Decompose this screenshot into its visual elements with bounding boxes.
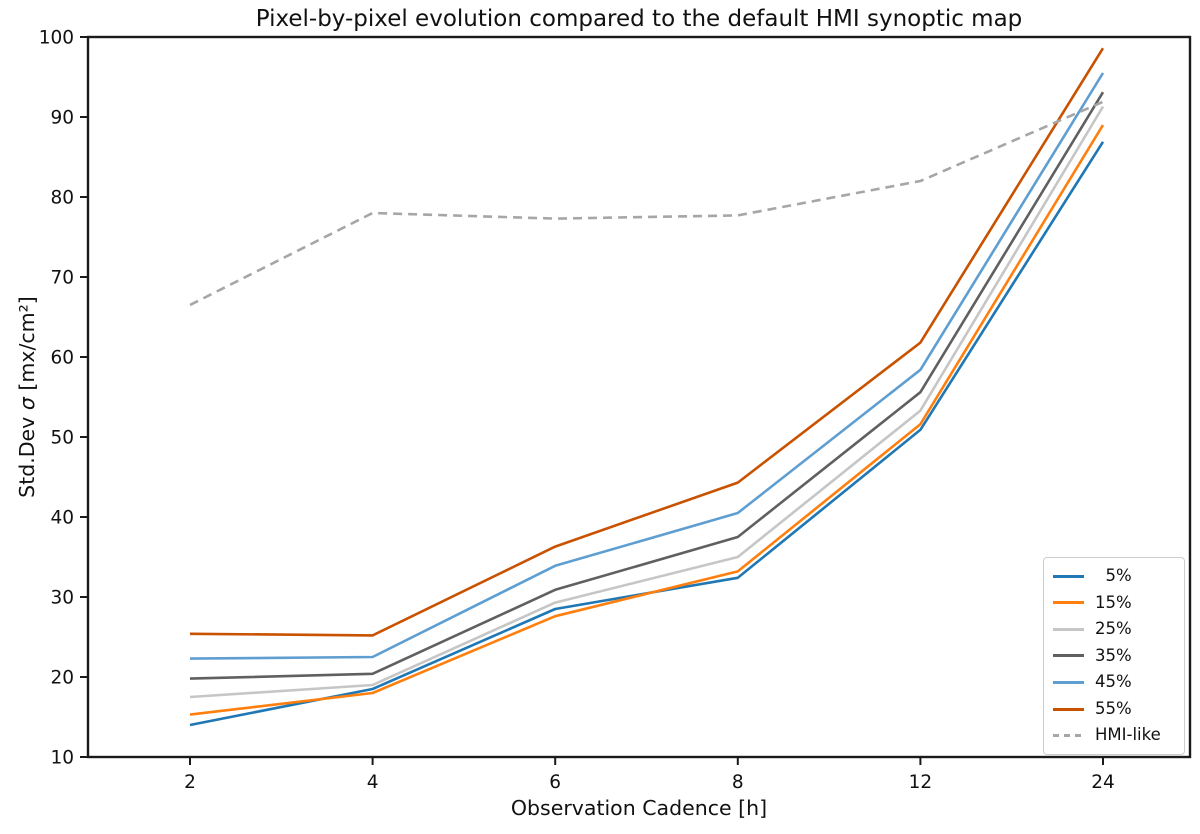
- x-tick-label: 12: [909, 772, 933, 793]
- y-tick-label: 70: [50, 268, 74, 289]
- y-tick-label: 20: [50, 668, 74, 689]
- y-axis-label-suffix: [mx/cm²]: [15, 296, 39, 398]
- legend-label: 15%: [1095, 592, 1132, 612]
- legend-label: 45%: [1095, 672, 1132, 692]
- series-line-15%: [189, 124, 1105, 716]
- series-line-5%: [189, 141, 1105, 727]
- plot-border: [86, 35, 1192, 759]
- legend-line-sample: [1053, 574, 1084, 578]
- legend-label: HMI-like: [1095, 725, 1161, 745]
- legend-item-25%: 25%: [1053, 621, 1175, 638]
- x-axis-label: Observation Cadence [h]: [510, 796, 768, 820]
- y-tick-label: 40: [50, 508, 74, 529]
- series-line-55%: [189, 47, 1105, 637]
- y-tick-label: 30: [50, 588, 74, 609]
- y-tick-label: 90: [50, 108, 74, 129]
- legend-label: 55%: [1095, 698, 1132, 718]
- y-tick-label: 10: [50, 748, 74, 769]
- legend-item-5%: 5%: [1053, 568, 1175, 585]
- x-tick-label: 2: [184, 772, 196, 793]
- y-tick-label: 60: [50, 348, 74, 369]
- legend-item-HMI-like: HMI-like: [1053, 727, 1175, 744]
- series-line-45%: [189, 72, 1105, 660]
- legend: 5% 15% 25% 35% 45% 55% HMI-like: [1043, 557, 1185, 755]
- legend-line-sample: [1053, 627, 1084, 631]
- x-tick-label: 4: [367, 772, 379, 793]
- legend-label: 5%: [1095, 566, 1132, 586]
- legend-line-sample: [1053, 681, 1084, 685]
- series-line-25%: [189, 105, 1105, 699]
- y-axis-label: Std.Dev σ [mx/cm²]: [15, 296, 39, 498]
- legend-item-15%: 15%: [1053, 592, 1175, 612]
- y-tick-label: 50: [50, 428, 74, 449]
- legend-line-sample: [1053, 707, 1084, 711]
- x-tick-label: 8: [732, 772, 744, 793]
- x-tick-label: 6: [549, 772, 561, 793]
- legend-label: 25%: [1095, 619, 1132, 639]
- legend-label: 35%: [1095, 645, 1132, 665]
- y-tick-label: 80: [50, 188, 74, 209]
- series-line-HMI-like: [189, 100, 1104, 307]
- legend-line-sample: [1053, 654, 1084, 658]
- legend-dashed-line-sample: [1053, 734, 1084, 738]
- y-axis-label-prefix: Std.Dev: [15, 410, 39, 498]
- legend-line-sample: [1053, 601, 1084, 605]
- legend-item-45%: 45%: [1053, 674, 1175, 691]
- legend-item-55%: 55%: [1053, 698, 1175, 718]
- legend-item-35%: 35%: [1053, 645, 1175, 665]
- series-line-35%: [189, 91, 1105, 680]
- y-tick-label: 100: [39, 28, 74, 49]
- sigma-symbol: σ: [15, 397, 39, 411]
- chart-title: Pixel-by-pixel evolution compared to the…: [255, 6, 1023, 32]
- x-tick-label: 24: [1091, 772, 1115, 793]
